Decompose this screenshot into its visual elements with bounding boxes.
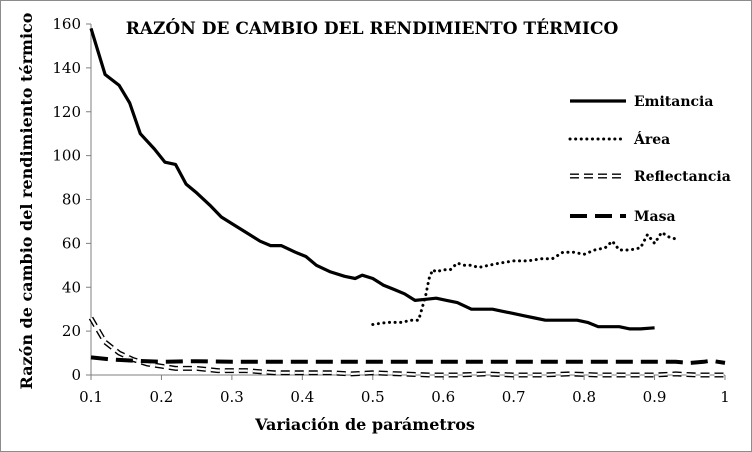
series-line (371, 230, 678, 326)
x-tick-label: 1 (720, 388, 730, 406)
legend-label: Masa (634, 209, 676, 225)
y-tick-label: 140 (52, 59, 81, 77)
y-tick-label: 40 (62, 278, 81, 296)
x-tick-label: 0.1 (79, 388, 103, 406)
x-tick-label: 0.3 (220, 388, 244, 406)
y-tick-label: 60 (62, 234, 81, 252)
y-tick-label: 0 (71, 366, 81, 384)
legend-label: Reflectancia (634, 169, 731, 185)
series-group (88, 27, 726, 378)
chart-title: RAZÓN DE CAMBIO DEL RENDIMIENTO TÉRMICO (126, 18, 619, 39)
legend-item: Masa (570, 209, 676, 225)
series-line (88, 316, 725, 378)
series-line (90, 355, 726, 365)
y-tick-label: 120 (52, 103, 81, 121)
x-axis-label: Variación de parámetros (254, 415, 475, 434)
y-tick-label: 100 (52, 147, 81, 165)
y-axis: 0 20 40 60 80 100 120 140 160 (52, 15, 92, 384)
x-tick-label: 0.6 (431, 388, 455, 406)
legend-item: Área (568, 130, 670, 148)
x-tick-label: 0.8 (572, 388, 596, 406)
x-tick-label: 0.5 (361, 388, 385, 406)
x-tick-label: 0.2 (150, 388, 174, 406)
series-2 (371, 230, 678, 326)
y-tick-label: 20 (62, 322, 81, 340)
x-tick-label: 0.7 (502, 388, 526, 406)
y-tick-label: 80 (62, 191, 81, 209)
x-axis: 0.1 0.2 0.3 0.4 0.5 0.6 0.7 0.8 0.9 1 (79, 374, 730, 406)
y-axis-label: Razón de cambio del rendimiento térmico (17, 12, 36, 389)
x-tick-label: 0.9 (643, 388, 667, 406)
legend: Emitancia Área Reflectancia Masa (568, 94, 731, 225)
legend-label: Área (633, 130, 670, 148)
y-tick-label: 160 (52, 15, 81, 33)
series-3 (88, 316, 725, 378)
legend-item: Reflectancia (570, 169, 731, 185)
series-1 (89, 27, 655, 331)
x-tick-label: 0.4 (290, 388, 314, 406)
series-4 (90, 355, 726, 365)
legend-item: Emitancia (570, 94, 713, 110)
series-line (89, 27, 655, 331)
legend-label: Emitancia (634, 94, 713, 110)
